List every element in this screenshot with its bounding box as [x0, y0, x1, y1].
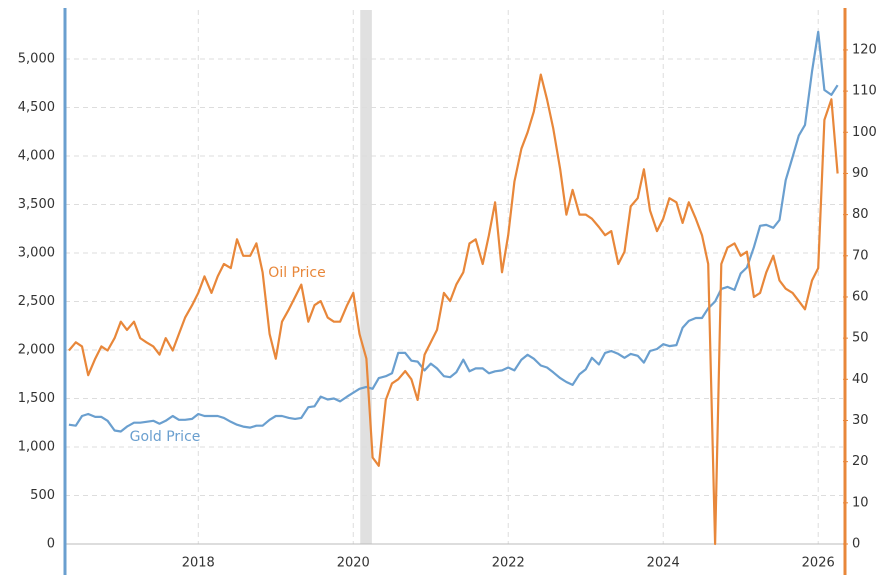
- recession-band: [360, 10, 372, 544]
- y-tick-label: 2,000: [18, 342, 55, 357]
- y2-tick-label: 60: [852, 289, 869, 304]
- y-tick-label: 5,000: [18, 51, 55, 66]
- y-tick-label: 500: [30, 488, 55, 503]
- x-tick-label: 2026: [802, 556, 835, 571]
- y-tick-label: 1,000: [18, 439, 55, 454]
- line-series: [68, 30, 839, 433]
- y-tick-label: 2,500: [18, 294, 55, 309]
- line-series: [68, 73, 839, 546]
- y2-tick-label: 90: [852, 166, 869, 181]
- y-tick-label: 4,500: [18, 100, 55, 115]
- y-tick-label: 3,000: [18, 245, 55, 260]
- y-tick-label: 3,500: [18, 197, 55, 212]
- y-tick-label: 0: [47, 537, 55, 552]
- y-tick-label: 1,500: [18, 391, 55, 406]
- y2-tick-label: 110: [852, 84, 877, 99]
- y-tick-label: 4,000: [18, 148, 55, 163]
- y2-tick-label: 10: [852, 495, 869, 510]
- y2-tick-label: 40: [852, 372, 869, 387]
- y2-tick-label: 100: [852, 125, 877, 140]
- series-label: Oil Price: [268, 265, 325, 281]
- y2-tick-label: 0: [852, 537, 860, 552]
- y2-tick-label: 120: [852, 42, 877, 57]
- x-tick-label: 2018: [182, 556, 215, 571]
- x-tick-label: 2022: [492, 556, 525, 571]
- y2-tick-label: 20: [852, 454, 869, 469]
- y2-tick-label: 80: [852, 207, 869, 222]
- y2-tick-label: 70: [852, 248, 869, 263]
- y2-tick-label: 30: [852, 413, 869, 428]
- x-tick-label: 2020: [337, 556, 370, 571]
- y2-tick-label: 50: [852, 331, 869, 346]
- series-label: Gold Price: [130, 429, 201, 445]
- x-tick-label: 2024: [647, 556, 680, 571]
